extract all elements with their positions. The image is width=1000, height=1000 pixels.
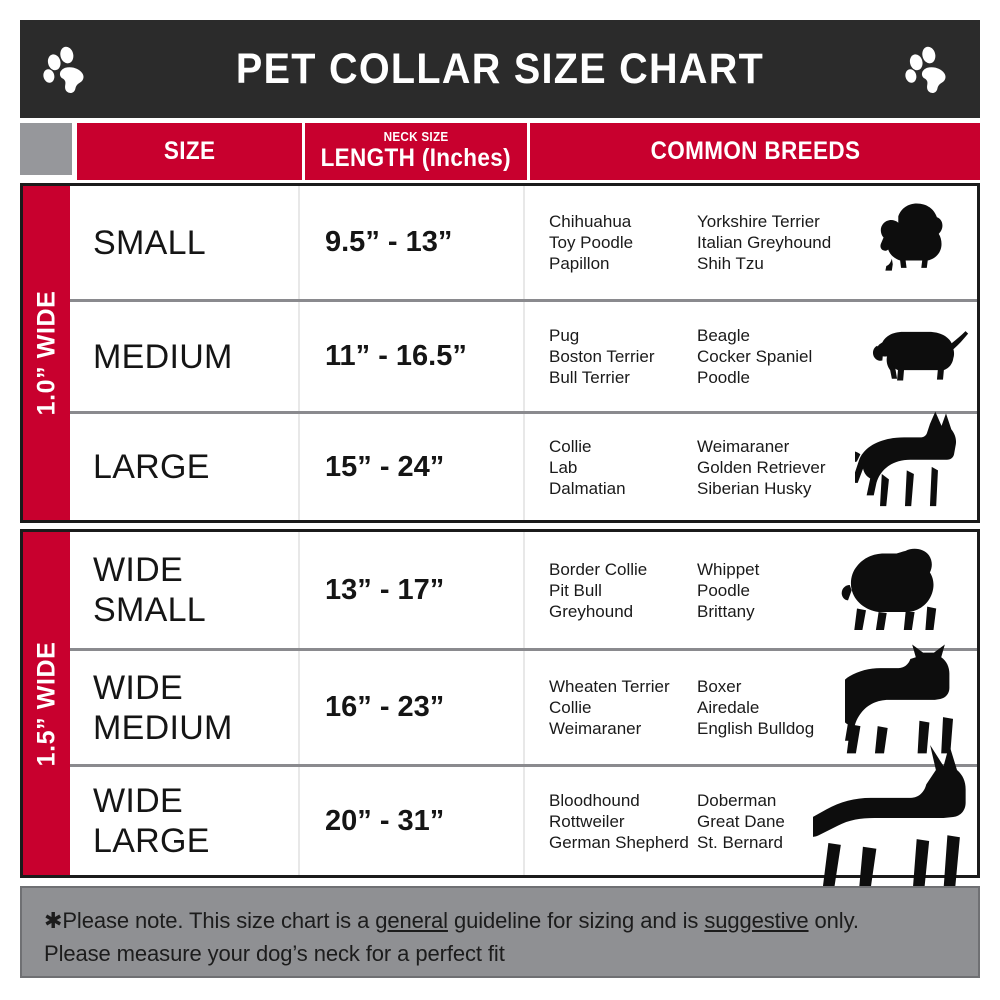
footer-text-b: guideline for sizing and is (447, 908, 705, 933)
cell-size: LARGE (93, 448, 210, 486)
table-row: MEDIUM 11” - 16.5” Pug Boston Terrier Bull… (70, 299, 977, 411)
cell-size: WIDE LARGE (93, 782, 210, 860)
size-group-wide: 1.5” WIDE WIDE SMALL 13” - 17” Border Col… (20, 529, 980, 890)
shepherd-silhouette (855, 408, 971, 515)
breeds-column-1: Pug Boston Terrier Bull Terrier (549, 326, 655, 387)
paw-print-icon (902, 46, 960, 98)
table-row: WIDE LARGE 20” - 31” Bloodhound Rottweiler… (70, 745, 977, 890)
breeds-column-1: Bloodhound Rottweiler German Shepherd (549, 790, 689, 852)
footer-underline-suggestive: suggestive (704, 908, 809, 933)
doberman-silhouette (813, 741, 981, 895)
cell-length: 13” - 17” (298, 532, 523, 648)
breeds-column-2: Doberman Great Dane St. Bernard (697, 790, 785, 852)
group-band-wide: 1.5” WIDE (23, 532, 70, 875)
cell-breeds: Wheaten Terrier Collie Weimaraner Boxer Air… (523, 651, 977, 764)
cell-length: 15” - 24” (298, 414, 523, 520)
breeds-column-2: Beagle Cocker Spaniel Poodle (697, 326, 813, 387)
cell-size: WIDE SMALL (93, 551, 206, 629)
column-header-breeds: COMMON BREEDS (530, 123, 980, 180)
breeds-column-1: Chihuahua Toy Poodle Papillon (549, 212, 634, 273)
corner-cell (20, 123, 72, 175)
footer-line-1: ✱Please note. This size chart is a gener… (44, 904, 978, 937)
table-column-headers: SIZE NECK SIZE LENGTH (Inches) COMMON BR… (20, 123, 980, 180)
column-header-neck-size-label: NECK SIZE (383, 129, 449, 144)
footer-text-c: only. (808, 908, 859, 933)
pitbull-silhouette (845, 637, 963, 760)
cell-length: 20” - 31” (298, 767, 523, 875)
footer-text-a: ✱Please note. This size chart is a (44, 908, 376, 933)
breeds-column-1: Collie Lab Dalmatian (549, 436, 626, 498)
cell-size: SMALL (93, 223, 206, 262)
table-row: LARGE 15” - 24” Collie Lab Dalmatian Weima… (70, 411, 977, 520)
footer-underline-general: general (375, 908, 448, 933)
column-header-breeds-label: COMMON BREEDS (650, 137, 860, 165)
cell-length: 16” - 23” (298, 651, 523, 764)
breeds-column-2: Whippet Poodle Brittany (697, 559, 760, 621)
table-row: WIDE SMALL 13” - 17” Border Collie Pit Bul… (70, 532, 977, 648)
footer-note: ✱Please note. This size chart is a gener… (20, 886, 980, 978)
breeds-column-2: Yorkshire Terrier Italian Greyhound Shih T… (697, 212, 832, 273)
cell-size: WIDE MEDIUM (93, 668, 233, 747)
group-band-standard: 1.0” WIDE (23, 186, 70, 520)
pet-collar-size-chart: PET COLLAR SIZE CHART SIZE NECK SIZE LEN… (20, 20, 980, 978)
bulldog-silhouette (839, 538, 947, 633)
table-body: 1.0” WIDE SMALL 9.5” - 13” Chihuahua Toy … (20, 183, 980, 890)
table-row: SMALL 9.5” - 13” Chihuahua Toy Poodle Papi… (70, 186, 977, 299)
page-title: PET COLLAR SIZE CHART (235, 44, 765, 93)
column-header-length: NECK SIZE LENGTH (Inches) (305, 123, 527, 180)
table-row: WIDE MEDIUM 16” - 23” Wheaten Terrier Coll… (70, 644, 977, 764)
cell-length: 9.5” - 13” (298, 186, 523, 299)
size-group-standard: 1.0” WIDE SMALL 9.5” - 13” Chihuahua Toy … (20, 183, 980, 523)
column-header-size: SIZE (77, 123, 302, 180)
column-header-size-label: SIZE (163, 137, 216, 165)
cell-length: 11” - 16.5” (298, 302, 523, 411)
cell-breeds: Pug Boston Terrier Bull Terrier Beagle Cock… (523, 302, 977, 411)
group-band-label: 1.5” WIDE (32, 641, 60, 766)
cell-breeds: Collie Lab Dalmatian Weimaraner Golden Retr… (523, 414, 977, 520)
breeds-column-2: Weimaraner Golden Retriever Siberian Husky (697, 436, 826, 498)
chart-header: PET COLLAR SIZE CHART (20, 20, 980, 118)
beagle-silhouette (865, 316, 969, 386)
breeds-column-1: Border Collie Pit Bull Greyhound (549, 559, 648, 621)
cell-breeds: Bloodhound Rottweiler German Shepherd Dobe… (523, 767, 977, 875)
footer-line-2: Please measure your dog’s neck for a per… (44, 941, 505, 966)
breeds-column-1: Wheaten Terrier Collie Weimaraner (549, 677, 670, 738)
cell-breeds: Chihuahua Toy Poodle Papillon Yorkshire Te… (523, 186, 977, 299)
breeds-column-2: Boxer Airedale English Bulldog (697, 677, 815, 738)
cell-size: MEDIUM (93, 337, 233, 376)
cell-breeds: Border Collie Pit Bull Greyhound Whippet Po… (523, 532, 977, 648)
paw-print-icon (40, 46, 98, 98)
small-fluffy-dog-silhouette (867, 196, 959, 279)
column-header-length-label: LENGTH (Inches) (320, 144, 512, 172)
group-band-label: 1.0” WIDE (32, 290, 60, 416)
